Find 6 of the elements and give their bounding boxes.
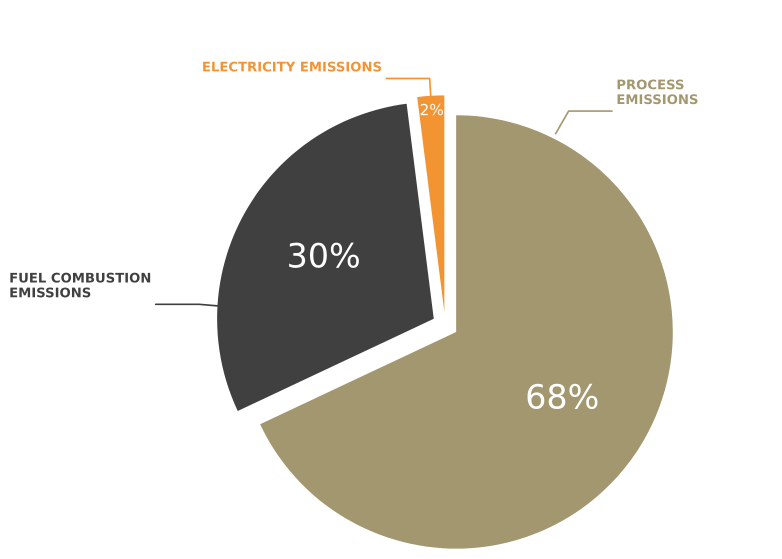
slice-label: PROCESS EMISSIONS — [618, 79, 698, 104]
data-label: 68% — [528, 384, 598, 409]
slice-label: ELECTRICITY EMISSIONS — [203, 62, 382, 72]
slice-label: FUEL COMBUSTION EMISSIONS — [10, 272, 150, 298]
data-label: 2% — [420, 104, 443, 116]
data-label: 30% — [289, 242, 359, 268]
